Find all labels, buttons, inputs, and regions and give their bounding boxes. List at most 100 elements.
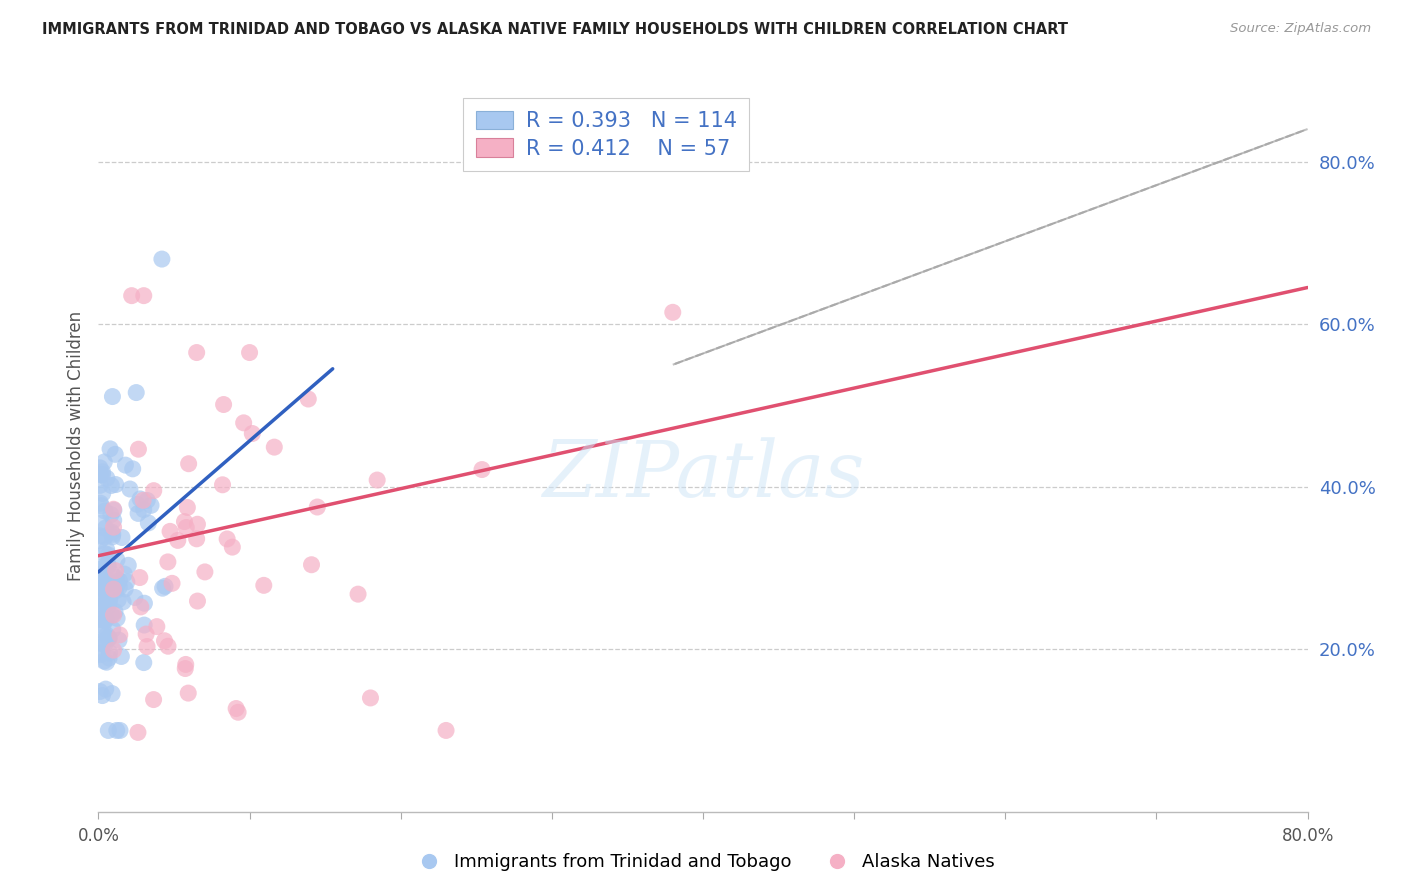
Point (307, 500, 329, 514)
Point (132, 502, 155, 516)
Point (89, 684, 111, 698)
Point (108, 574, 131, 588)
Point (98, 442, 121, 456)
Point (104, 583, 127, 598)
Point (103, 520, 125, 534)
Point (90, 590, 112, 604)
Point (93, 455, 115, 469)
Point (103, 607, 125, 622)
Point (217, 532, 239, 546)
Point (89, 478, 111, 492)
Point (91, 516, 114, 530)
Point (108, 628, 131, 642)
Point (97, 631, 120, 645)
Point (89, 575, 111, 590)
Point (89, 567, 111, 582)
Point (134, 618, 156, 632)
Point (91, 467, 114, 482)
Point (186, 517, 208, 532)
Point (93, 582, 115, 597)
Point (97, 600, 120, 615)
Point (93, 654, 115, 668)
Point (105, 580, 128, 594)
Point (91, 600, 114, 615)
Point (100, 525, 122, 540)
Point (134, 596, 156, 610)
Point (121, 288, 143, 302)
Point (101, 390, 124, 404)
Point (94, 637, 117, 651)
Point (91, 619, 114, 633)
Y-axis label: Family Households with Children: Family Households with Children (66, 311, 84, 581)
Point (91, 637, 114, 651)
Point (103, 503, 125, 517)
Point (177, 457, 200, 471)
Point (100, 508, 122, 522)
Point (89, 496, 111, 510)
Point (239, 345, 262, 359)
Point (160, 576, 183, 591)
Point (174, 520, 197, 534)
Point (142, 692, 165, 706)
Point (127, 725, 149, 739)
Point (94, 682, 117, 697)
Point (434, 723, 457, 738)
Point (177, 686, 200, 700)
Point (101, 530, 124, 544)
Point (117, 558, 139, 573)
Point (226, 705, 249, 719)
Point (98, 592, 121, 607)
Point (186, 532, 208, 546)
Point (253, 578, 276, 592)
Point (132, 288, 155, 302)
Point (97, 723, 120, 738)
Point (101, 687, 124, 701)
Point (186, 345, 208, 359)
Point (111, 531, 134, 545)
Point (105, 611, 128, 625)
Point (96, 655, 118, 669)
Point (132, 656, 155, 670)
Point (159, 524, 181, 539)
Point (135, 627, 157, 641)
Point (146, 619, 169, 633)
Point (97, 558, 120, 573)
Point (108, 723, 131, 738)
Point (661, 305, 683, 319)
Point (173, 515, 195, 529)
Point (100, 566, 122, 581)
Point (152, 581, 174, 595)
Point (263, 440, 285, 454)
Point (166, 533, 188, 548)
Point (212, 398, 235, 412)
Point (91, 689, 114, 703)
Point (89, 571, 111, 585)
Point (110, 649, 132, 664)
Legend: R = 0.393   N = 114, R = 0.412    N = 57: R = 0.393 N = 114, R = 0.412 N = 57 (463, 98, 749, 171)
Point (96, 612, 118, 626)
Point (93, 598, 115, 612)
Point (104, 605, 127, 619)
Point (186, 594, 208, 608)
Point (89, 533, 111, 548)
Point (105, 553, 128, 567)
Point (150, 252, 173, 266)
Point (94, 521, 117, 535)
Point (142, 483, 165, 498)
Point (96, 597, 118, 611)
Point (125, 385, 148, 400)
Point (132, 493, 155, 508)
Point (105, 570, 128, 584)
Point (194, 565, 217, 579)
Point (114, 458, 136, 472)
Point (105, 723, 128, 738)
Point (89, 467, 111, 482)
Point (347, 587, 370, 601)
Point (174, 657, 197, 672)
Point (90, 580, 112, 594)
Point (471, 462, 494, 476)
Text: ZIPatlas: ZIPatlas (541, 437, 865, 514)
Point (121, 462, 143, 476)
Point (156, 639, 179, 653)
Point (90, 648, 112, 662)
